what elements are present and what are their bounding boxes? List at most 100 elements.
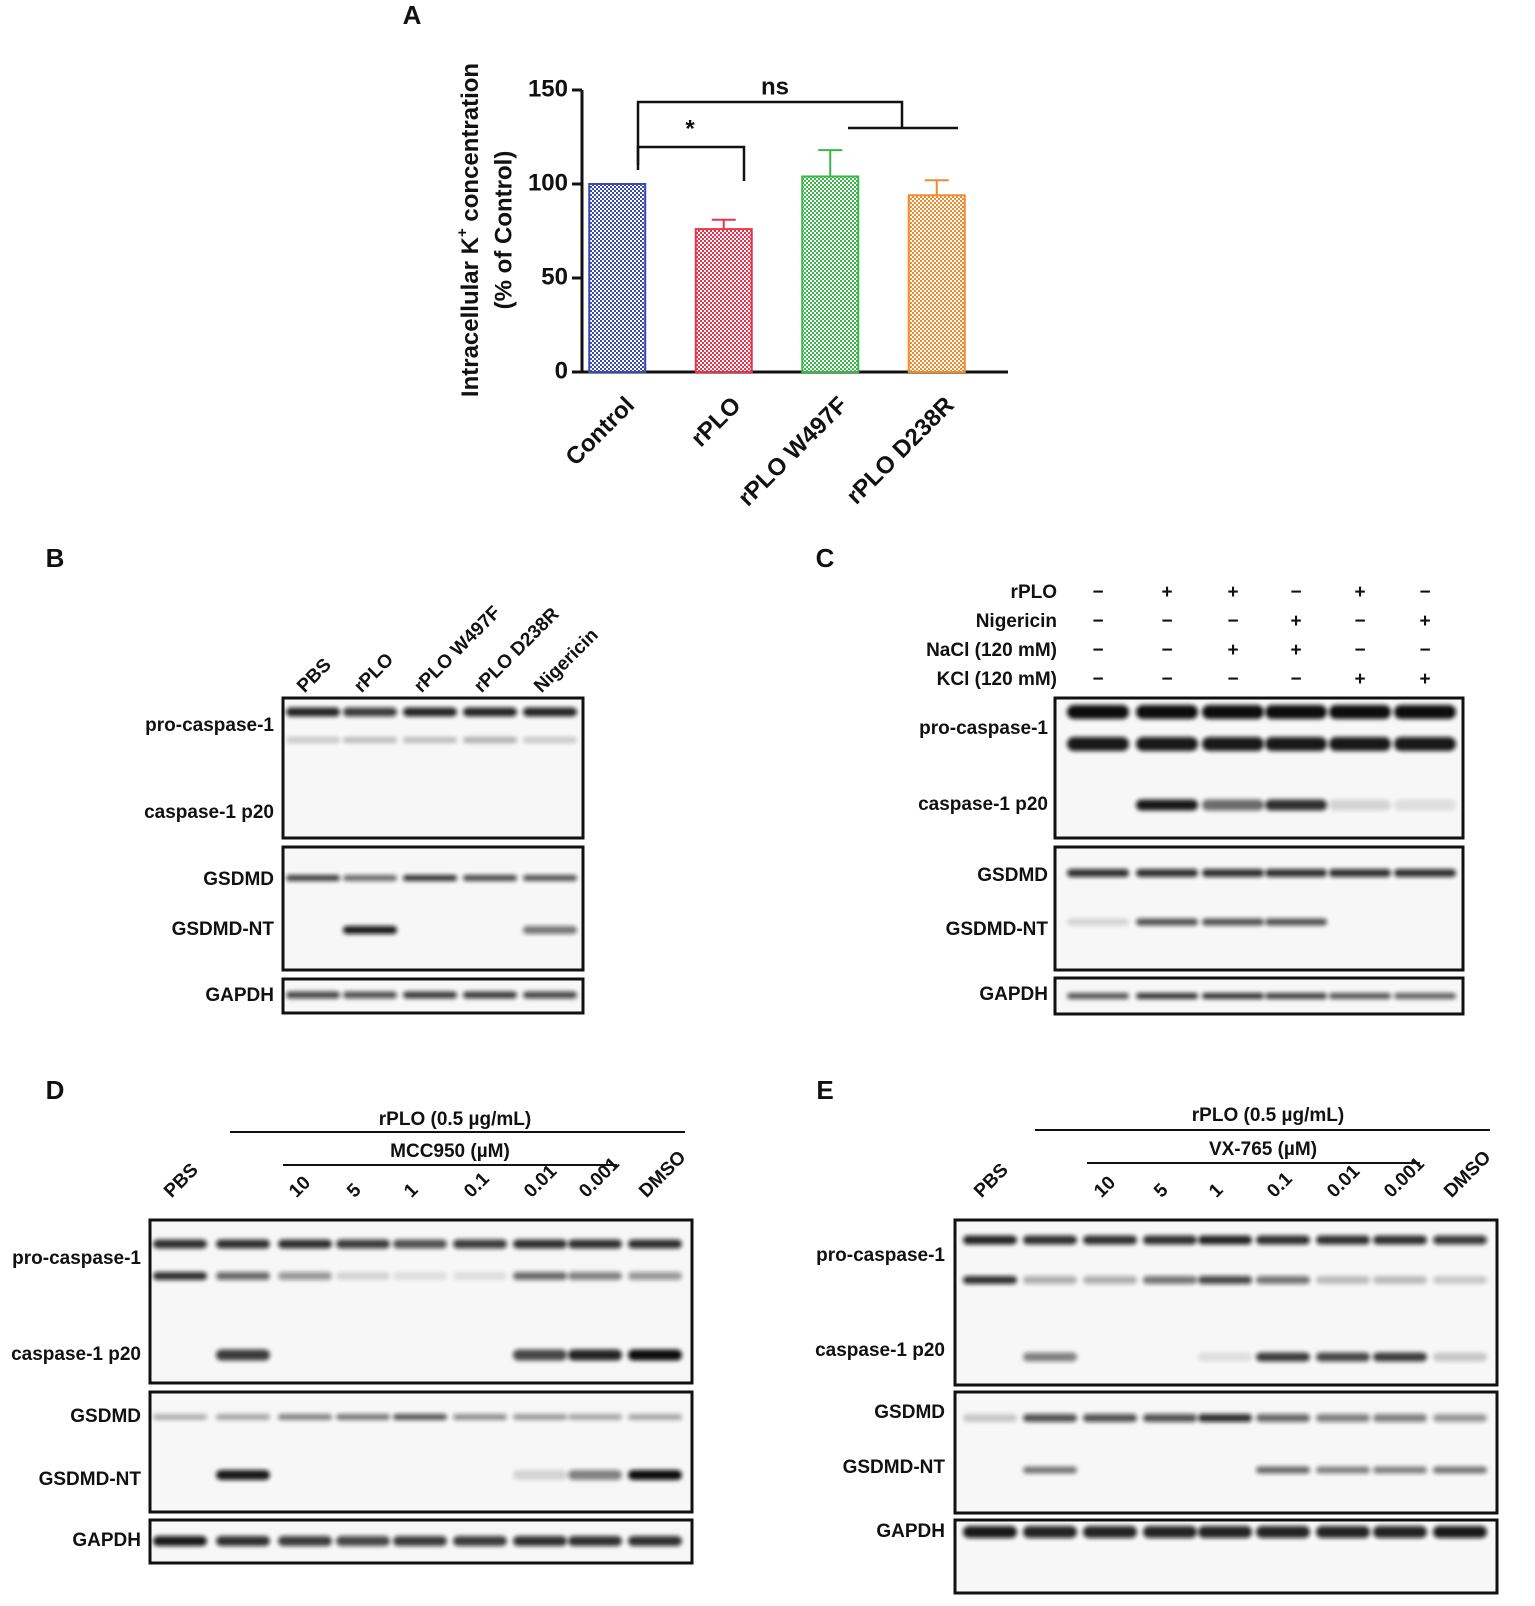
row-label: GSDMD-NT — [946, 919, 1049, 940]
blot-band — [628, 1272, 682, 1280]
annotation: ns — [761, 73, 789, 100]
condition-sign: − — [1354, 611, 1365, 632]
row-label: caspase-1 p20 — [11, 1344, 141, 1365]
bar — [907, 194, 966, 373]
condition-sign: − — [1290, 582, 1301, 603]
blot-band — [1202, 737, 1264, 751]
lane-label: 0.1 — [1263, 1168, 1297, 1202]
blot-band — [1265, 993, 1327, 999]
blot-band — [1433, 1466, 1487, 1474]
blot-band — [403, 875, 457, 881]
condition-sign: − — [1419, 640, 1430, 661]
lane-label: 0.001 — [1380, 1153, 1429, 1202]
blot-band — [1023, 1276, 1077, 1284]
blot-box — [281, 845, 585, 972]
row-label: caspase-1 p20 — [918, 794, 1048, 815]
treatment-label: rPLO (0.5 µg/mL) — [1192, 1105, 1344, 1126]
condition-sign: − — [1161, 611, 1172, 632]
blot-band — [153, 1272, 207, 1280]
blot-band — [1143, 1235, 1197, 1245]
blot-band — [963, 1235, 1017, 1245]
panel-letter: D — [46, 1075, 65, 1105]
lane-label: 10 — [1090, 1172, 1120, 1202]
blot-band — [1136, 918, 1198, 926]
blot-band — [336, 1272, 390, 1280]
row-label: GAPDH — [205, 985, 274, 1006]
blot-band — [1083, 1235, 1137, 1245]
blot-band — [1023, 1526, 1077, 1538]
blot-band — [153, 1239, 207, 1249]
blot-band — [1433, 1235, 1487, 1245]
blot-band — [278, 1272, 332, 1280]
blot-band — [1373, 1526, 1427, 1538]
blot-band — [1256, 1235, 1310, 1245]
row-label: pro-caspase-1 — [12, 1248, 141, 1269]
x-tick-label: rPLO — [686, 392, 747, 453]
blot-band — [1373, 1235, 1427, 1245]
condition-sign: + — [1227, 640, 1238, 661]
blot-band — [1198, 1526, 1252, 1538]
blot-band — [403, 991, 457, 999]
condition-label: rPLO — [1011, 582, 1057, 603]
blot-band — [628, 1349, 682, 1361]
blot-band — [1256, 1414, 1310, 1422]
condition-label: NaCl (120 mM) — [926, 640, 1057, 661]
blot-band — [1202, 869, 1264, 877]
blot-band — [523, 737, 577, 743]
blot-band — [1023, 1414, 1077, 1422]
blot-band — [1265, 737, 1327, 751]
blot-box — [953, 1390, 1499, 1515]
blot-band — [1265, 869, 1327, 877]
y-label-suffix: concentration — [457, 63, 484, 228]
blot-band — [1023, 1466, 1077, 1474]
blot-box — [148, 1390, 694, 1514]
y-label-sup: + — [454, 228, 471, 237]
y-label-text: Intracellular K — [457, 236, 484, 397]
error-bar — [818, 149, 843, 177]
blot-band — [1373, 1414, 1427, 1422]
blot-band — [343, 991, 397, 999]
y-tick-label: 50 — [541, 263, 568, 290]
row-label: pro-caspase-1 — [145, 715, 274, 736]
blot-band — [1329, 869, 1391, 877]
row-label: caspase-1 p20 — [144, 802, 274, 823]
blot-band — [343, 737, 397, 743]
row-label: caspase-1 p20 — [815, 1340, 945, 1361]
blot-band — [513, 1470, 567, 1480]
row-label: GSDMD-NT — [843, 1457, 946, 1478]
blot-band — [393, 1239, 447, 1249]
blot-band — [513, 1272, 567, 1280]
blot-band — [1202, 993, 1264, 999]
row-label: pro-caspase-1 — [816, 1245, 945, 1266]
blot-band — [463, 875, 517, 881]
lane-label: DMSO — [635, 1147, 690, 1202]
condition-sign: − — [1092, 669, 1103, 690]
blot-band — [1433, 1352, 1487, 1362]
condition-sign: − — [1354, 640, 1365, 661]
blot-band — [523, 991, 577, 999]
blot-box — [1053, 696, 1465, 840]
blot-band — [216, 1414, 270, 1420]
blot-band — [568, 1470, 622, 1480]
blot-band — [1198, 1276, 1252, 1284]
row-label: GSDMD — [70, 1406, 141, 1427]
row-label: pro-caspase-1 — [919, 718, 1048, 739]
blot-band — [286, 991, 340, 999]
lane-label: rPLO — [350, 649, 398, 697]
blot-band — [1136, 705, 1198, 719]
blot-band — [513, 1414, 567, 1420]
blot-band — [513, 1239, 567, 1249]
condition-label: KCl (120 mM) — [937, 669, 1057, 690]
condition-sign: − — [1161, 640, 1172, 661]
blot-band — [336, 1536, 390, 1546]
condition-sign: + — [1419, 669, 1430, 690]
blot-band — [1433, 1526, 1487, 1538]
blot-band — [393, 1536, 447, 1546]
row-label: GSDMD — [203, 869, 274, 890]
blot-band — [1067, 705, 1129, 719]
blot-band — [1373, 1466, 1427, 1474]
condition-sign: + — [1419, 611, 1430, 632]
blot-band — [1136, 737, 1198, 751]
y-tick-label: 100 — [528, 169, 568, 196]
blot-band — [1023, 1235, 1077, 1245]
